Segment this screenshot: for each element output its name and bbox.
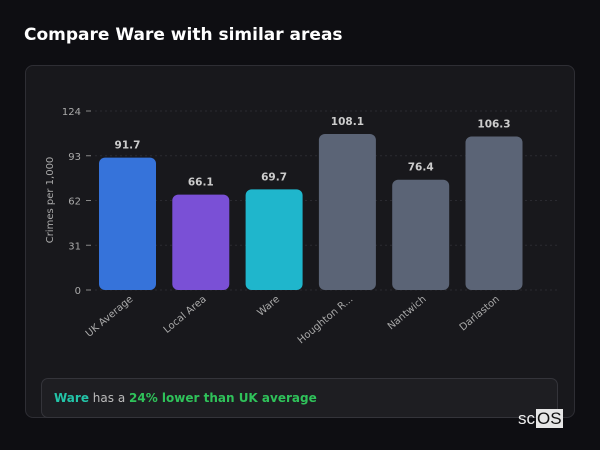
bar[interactable] bbox=[318, 133, 376, 290]
logo-box: OS bbox=[536, 409, 563, 428]
data-label: 66.1 bbox=[188, 177, 214, 189]
y-axis-label: Crimes per 1,000 bbox=[45, 157, 56, 244]
bar[interactable] bbox=[392, 179, 450, 290]
data-label: 69.7 bbox=[261, 171, 287, 183]
x-tick-label: Nantwich bbox=[386, 294, 429, 332]
y-tick-label: 31 bbox=[68, 241, 81, 252]
summary-area: Ware bbox=[54, 391, 89, 405]
y-tick-label: 62 bbox=[68, 197, 81, 208]
page-title: Compare Ware with similar areas bbox=[24, 25, 343, 45]
y-tick-label: 93 bbox=[68, 152, 81, 163]
x-tick-label: Local Area bbox=[162, 294, 209, 336]
logo-prefix: sc bbox=[518, 409, 535, 428]
bar[interactable] bbox=[99, 157, 156, 290]
x-tick-label: Houghton R... bbox=[296, 294, 355, 346]
scos-logo: sc OS bbox=[517, 409, 563, 429]
data-label: 76.4 bbox=[408, 162, 434, 174]
data-label: 91.7 bbox=[115, 140, 141, 152]
y-tick-label: 124 bbox=[62, 107, 81, 118]
summary-highlight: 24% lower than UK average bbox=[129, 391, 317, 405]
bar[interactable] bbox=[465, 136, 523, 290]
x-tick-label: UK Average bbox=[84, 294, 136, 340]
data-label: 108.1 bbox=[331, 116, 364, 128]
bar[interactable] bbox=[172, 194, 230, 290]
x-tick-label: Ware bbox=[255, 294, 282, 319]
y-tick-label: 0 bbox=[75, 286, 81, 297]
summary-text: has a bbox=[92, 391, 126, 405]
data-label: 106.3 bbox=[477, 119, 510, 131]
x-tick-label: Darlaston bbox=[458, 294, 502, 334]
summary-box: Ware has a 24% lower than UK average bbox=[41, 378, 558, 418]
bar[interactable] bbox=[245, 189, 303, 290]
